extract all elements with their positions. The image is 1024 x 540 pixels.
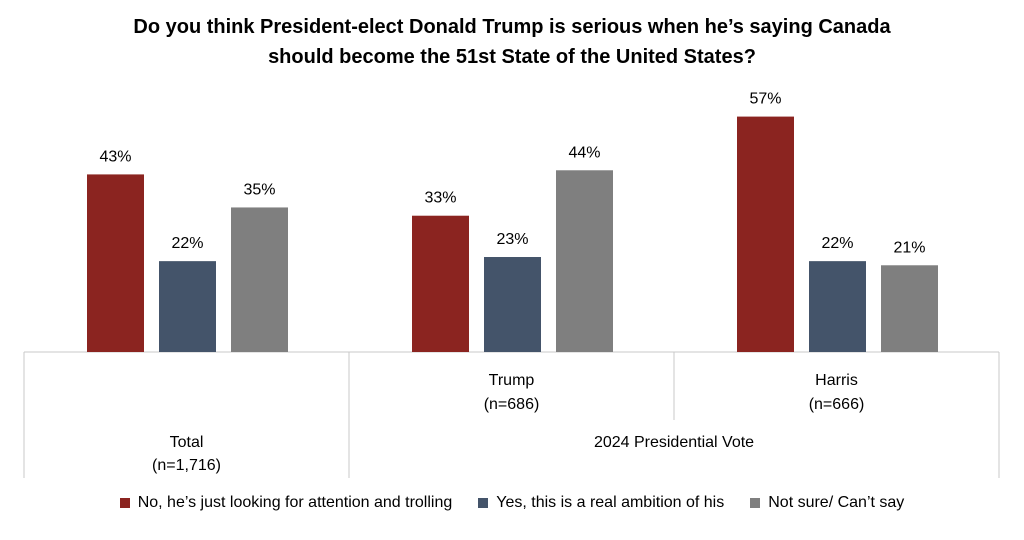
legend-label-not-sure: Not sure/ Can’t say bbox=[768, 494, 905, 511]
data-label-trump-yes: 23% bbox=[496, 231, 528, 248]
data-label-total-no: 43% bbox=[99, 148, 131, 165]
legend-swatch-no bbox=[119, 498, 130, 508]
category-super-label: 2024 Presidential Vote bbox=[594, 434, 754, 451]
chart-title: Do you think President-elect Donald Trum… bbox=[0, 12, 1024, 72]
bar-harris-no bbox=[737, 116, 794, 352]
data-label-harris-no: 57% bbox=[749, 91, 781, 108]
chart-title-line-2: should become the 51st State of the Unit… bbox=[268, 46, 756, 68]
data-label-trump-not-sure: 44% bbox=[568, 144, 600, 161]
data-label-trump-no: 33% bbox=[424, 190, 456, 207]
bar-harris-yes bbox=[809, 261, 866, 352]
legend-swatch-not-sure bbox=[750, 498, 761, 508]
chart-title-line-1: Do you think President-elect Donald Trum… bbox=[133, 16, 891, 38]
category-n-trump: (n=686) bbox=[484, 396, 540, 413]
bar-total-no bbox=[87, 174, 144, 352]
bar-total-not-sure bbox=[231, 207, 288, 352]
category-label-trump: Trump bbox=[489, 372, 535, 389]
legend: No, he’s just looking for attention and … bbox=[0, 494, 1024, 512]
category-label-total: Total bbox=[170, 434, 204, 451]
data-label-total-not-sure: 35% bbox=[243, 181, 275, 198]
bar-trump-yes bbox=[484, 257, 541, 352]
legend-label-no: No, he’s just looking for attention and … bbox=[137, 494, 453, 511]
bar-total-yes bbox=[159, 261, 216, 352]
legend-item-no: No, he’s just looking for attention and … bbox=[119, 494, 453, 512]
category-n-harris: (n=666) bbox=[809, 396, 865, 413]
legend-item-not-sure: Not sure/ Can’t say bbox=[750, 494, 904, 512]
bar-trump-no bbox=[412, 215, 469, 352]
bar-harris-not-sure bbox=[881, 265, 938, 352]
data-label-harris-not-sure: 21% bbox=[893, 239, 925, 256]
legend-label-yes: Yes, this is a real ambition of his bbox=[496, 494, 725, 511]
legend-item-yes: Yes, this is a real ambition of his bbox=[478, 494, 724, 512]
category-n-total: (n=1,716) bbox=[152, 457, 221, 474]
legend-swatch-yes bbox=[478, 498, 489, 508]
bar-trump-not-sure bbox=[556, 170, 613, 352]
data-label-harris-yes: 22% bbox=[821, 235, 853, 252]
category-label-harris: Harris bbox=[815, 372, 858, 389]
data-label-total-yes: 22% bbox=[171, 235, 203, 252]
